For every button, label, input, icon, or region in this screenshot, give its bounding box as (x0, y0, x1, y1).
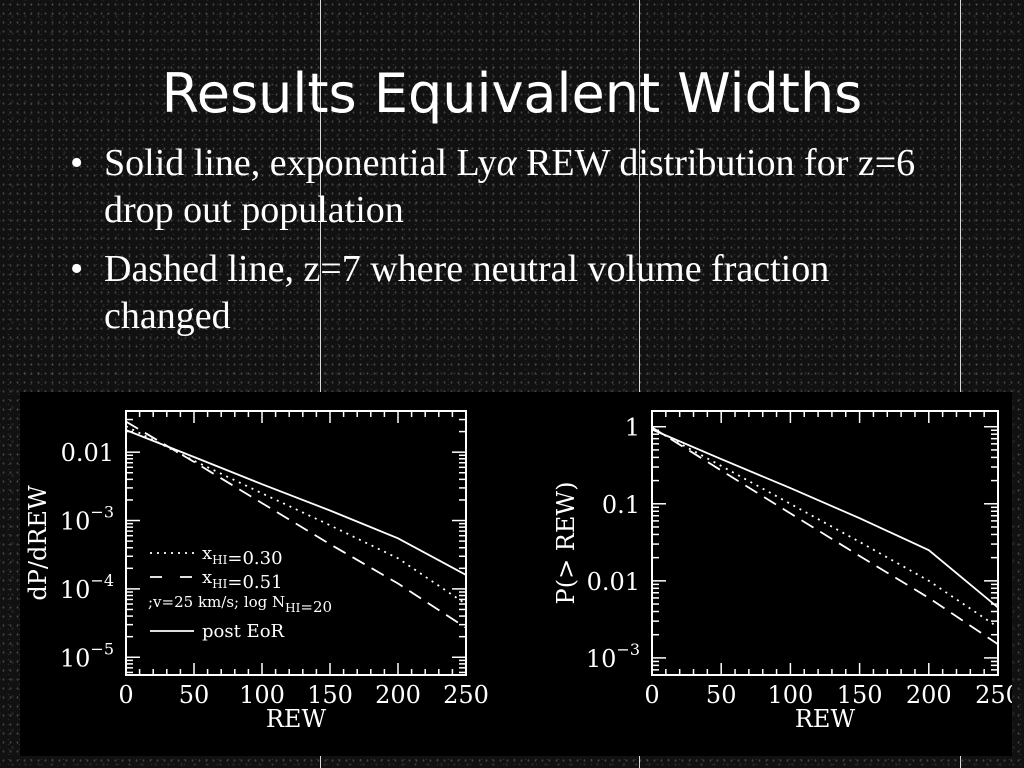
alpha-symbol: α (496, 142, 517, 184)
y-tick-label: 0.01 (61, 439, 114, 467)
x-tick-label: 200 (375, 681, 421, 709)
x-tick-label: 100 (239, 681, 285, 709)
rew-cumulative-chart: 0 50 100 150 200 250 REW 1 0.1 0.01 10−3 P(> REW) (552, 410, 1012, 733)
x-tick-label: 150 (307, 681, 353, 709)
series-group (125, 420, 467, 629)
bullet-icon: • (70, 248, 84, 290)
series-line-dashed (125, 420, 467, 629)
series-line-dotted (125, 425, 467, 605)
series-line-dashed (651, 426, 999, 646)
y-tick-label: 1 (625, 414, 640, 442)
plot-frame (651, 410, 999, 676)
x-tick-label: 0 (118, 681, 133, 709)
y-tick-label: 10−3 (586, 640, 640, 673)
y-tick-label: 10−4 (60, 571, 114, 604)
bullet-text-continued: REW distribution for z=6 drop out popula… (104, 142, 916, 231)
rew-distribution-chart: 0 50 100 150 200 250 REW 0.01 10−3 10−4 10−5 dP/dRE… (24, 410, 489, 733)
y-axis: 0.01 10−3 10−4 10−5 dP/dREW (24, 410, 466, 674)
y-tick-label: 0.01 (587, 568, 640, 596)
x-tick-label: 100 (767, 681, 813, 709)
legend-label: xHI=0.30 (202, 543, 283, 569)
legend-label: post EoR (202, 621, 285, 642)
series-group (651, 426, 999, 646)
x-axis-label: REW (795, 705, 856, 733)
vertical-guide-line (320, 0, 321, 768)
y-tick-label: 10−3 (60, 503, 114, 536)
y-axis-label: P(> REW) (552, 482, 580, 605)
plots-panel: 0 50 100 150 200 250 REW 0.01 10−3 10−4 10−5 dP/dRE… (20, 392, 1012, 756)
x-tick-label: 50 (706, 681, 737, 709)
x-tick-label: 250 (443, 681, 489, 709)
y-tick-label: 10−5 (60, 639, 114, 672)
bullet-icon: • (70, 142, 84, 184)
y-tick-label: 0.1 (602, 491, 640, 519)
series-line-solid (125, 429, 467, 576)
x-axis-label: REW (266, 705, 327, 733)
legend-label: ;v=25 km/s; log NHI=20 (148, 593, 332, 616)
y-axis: 1 0.1 0.01 10−3 P(> REW) (552, 414, 998, 676)
legend-label: xHI=0.51 (202, 567, 283, 593)
x-tick-label: 0 (644, 681, 659, 709)
x-tick-label: 250 (975, 681, 1012, 709)
bullet-text: Dashed line, z=7 where neutral volume fr… (104, 248, 830, 337)
bullet-list: • Solid line, exponential Lyα REW distri… (64, 140, 944, 352)
plot-frame (125, 410, 467, 676)
x-tick-label: 150 (837, 681, 883, 709)
vertical-guide-line (960, 0, 961, 768)
x-tick-label: 200 (906, 681, 952, 709)
x-axis: 0 50 100 150 200 250 REW (118, 411, 489, 733)
bullet-item: • Dashed line, z=7 where neutral volume … (64, 246, 944, 340)
slide-title: Results Equivalent Widths (161, 62, 863, 125)
bullet-item: • Solid line, exponential Lyα REW distri… (64, 140, 944, 234)
x-axis: 0 50 100 150 200 250 REW (644, 411, 1012, 733)
x-tick-label: 50 (179, 681, 210, 709)
vertical-guide-line (639, 0, 640, 768)
series-line-dotted (651, 427, 999, 628)
series-line-solid (651, 428, 999, 609)
bullet-text: Solid line, exponential Ly (104, 142, 497, 184)
y-axis-label: dP/dREW (24, 485, 52, 601)
